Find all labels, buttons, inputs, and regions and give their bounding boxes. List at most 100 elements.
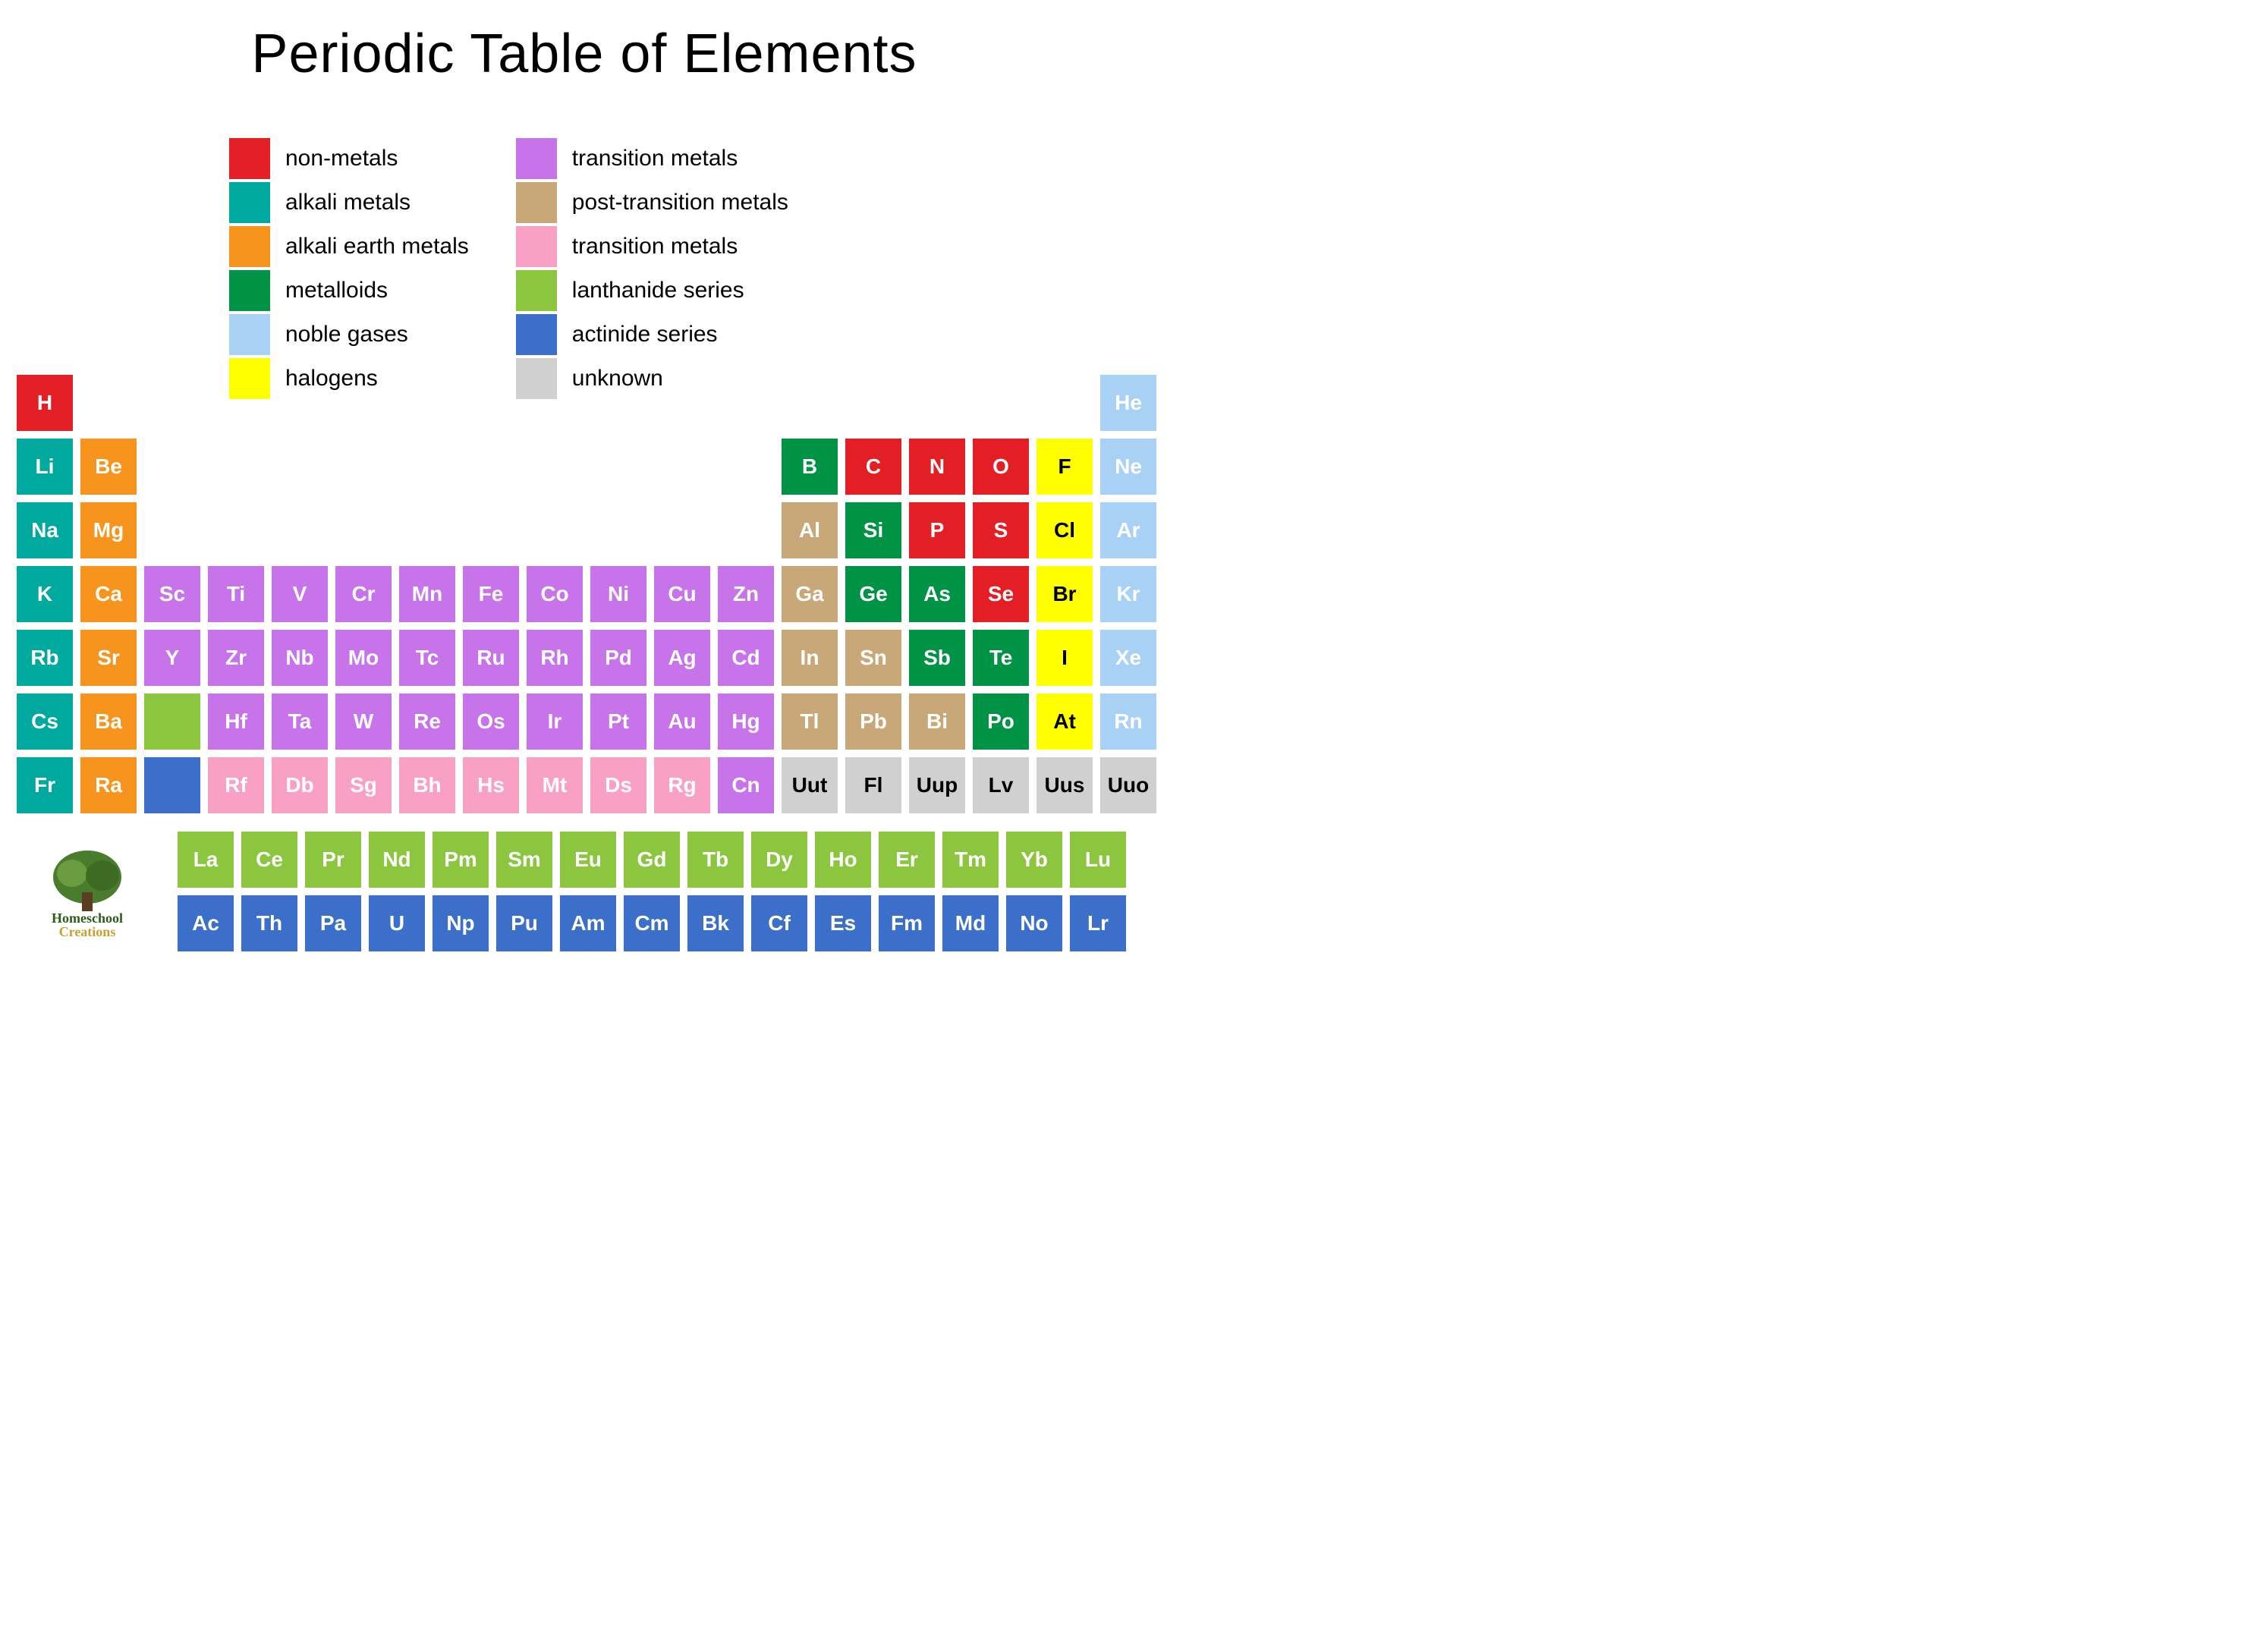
element-Fm: Fm bbox=[877, 894, 936, 953]
element-Os: Os bbox=[461, 692, 521, 751]
element-Po: Po bbox=[971, 692, 1030, 751]
element-Zr: Zr bbox=[206, 628, 266, 687]
legend-item-posttransition: post-transition metals bbox=[514, 181, 788, 225]
element-V: V bbox=[270, 564, 329, 624]
legend-item-lanthanide: lanthanide series bbox=[514, 269, 788, 313]
element-Te: Te bbox=[971, 628, 1030, 687]
element-Li: Li bbox=[15, 437, 74, 496]
element-Lr: Lr bbox=[1068, 894, 1128, 953]
element-Cd: Cd bbox=[716, 628, 775, 687]
element-Sm: Sm bbox=[495, 830, 554, 889]
legend-item-nonmetal: non-metals bbox=[228, 137, 469, 181]
legend-item-alkali: alkali metals bbox=[228, 181, 469, 225]
element-Ru: Ru bbox=[461, 628, 521, 687]
legend-swatch bbox=[228, 181, 272, 225]
element-Rn: Rn bbox=[1099, 692, 1158, 751]
element-As: As bbox=[908, 564, 967, 624]
element-Na: Na bbox=[15, 501, 74, 560]
element-Xe: Xe bbox=[1099, 628, 1158, 687]
element-Bk: Bk bbox=[686, 894, 745, 953]
element-Dy: Dy bbox=[750, 830, 809, 889]
element-Uus: Uus bbox=[1035, 756, 1094, 815]
element-Uut: Uut bbox=[780, 756, 839, 815]
element-In: In bbox=[780, 628, 839, 687]
legend-label: transition metals bbox=[572, 234, 738, 259]
element-Er: Er bbox=[877, 830, 936, 889]
legend-label: non-metals bbox=[285, 146, 398, 171]
element-Ag: Ag bbox=[653, 628, 712, 687]
legend-item-unknown: unknown bbox=[514, 357, 788, 401]
element-Sb: Sb bbox=[908, 628, 967, 687]
element-Ti: Ti bbox=[206, 564, 266, 624]
element-Pm: Pm bbox=[431, 830, 490, 889]
element-Kr: Kr bbox=[1099, 564, 1158, 624]
element-Eu: Eu bbox=[558, 830, 618, 889]
legend-label: post-transition metals bbox=[572, 190, 788, 215]
element-Bi: Bi bbox=[908, 692, 967, 751]
legend-swatch bbox=[514, 181, 558, 225]
element-Bh: Bh bbox=[398, 756, 457, 815]
element-Mg: Mg bbox=[79, 501, 138, 560]
element-No: No bbox=[1005, 894, 1064, 953]
element-Rg: Rg bbox=[653, 756, 712, 815]
element-P: P bbox=[908, 501, 967, 560]
periodic-table-main: HHeLiBeBCNOFNeNaMgAlSiPSClArKCaScTiVCrMn… bbox=[15, 373, 1153, 815]
element-Cr: Cr bbox=[334, 564, 393, 624]
element-O: O bbox=[971, 437, 1030, 496]
element-Rb: Rb bbox=[15, 628, 74, 687]
element-Mo: Mo bbox=[334, 628, 393, 687]
legend-item-metalloid: metalloids bbox=[228, 269, 469, 313]
element-K: K bbox=[15, 564, 74, 624]
page-title: Periodic Table of Elements bbox=[15, 23, 1153, 85]
legend-label: actinide series bbox=[572, 322, 718, 347]
legend-item-alkaline: alkali earth metals bbox=[228, 225, 469, 269]
element-Ba: Ba bbox=[79, 692, 138, 751]
element-Fl: Fl bbox=[844, 756, 903, 815]
element-Ce: Ce bbox=[240, 830, 299, 889]
element-B: B bbox=[780, 437, 839, 496]
element-Tb: Tb bbox=[686, 830, 745, 889]
element-Am: Am bbox=[558, 894, 618, 953]
element-F: F bbox=[1035, 437, 1094, 496]
element-Sc: Sc bbox=[143, 564, 202, 624]
element-Cu: Cu bbox=[653, 564, 712, 624]
element-Uup: Uup bbox=[908, 756, 967, 815]
element-Mn: Mn bbox=[398, 564, 457, 624]
element-Y: Y bbox=[143, 628, 202, 687]
legend-label: alkali metals bbox=[285, 190, 411, 215]
element-He: He bbox=[1099, 373, 1158, 432]
element-Rf: Rf bbox=[206, 756, 266, 815]
element-Cn: Cn bbox=[716, 756, 775, 815]
element-Hg: Hg bbox=[716, 692, 775, 751]
legend-swatch bbox=[228, 225, 272, 269]
legend-label: transition metals bbox=[572, 146, 738, 171]
element-Pu: Pu bbox=[495, 894, 554, 953]
element-At: At bbox=[1035, 692, 1094, 751]
element-Tm: Tm bbox=[941, 830, 1000, 889]
element-Th: Th bbox=[240, 894, 299, 953]
element-C: C bbox=[844, 437, 903, 496]
element-actinide bbox=[143, 756, 202, 815]
element-Se: Se bbox=[971, 564, 1030, 624]
legend-label: alkali earth metals bbox=[285, 234, 469, 259]
element-Gd: Gd bbox=[622, 830, 681, 889]
element-Ne: Ne bbox=[1099, 437, 1158, 496]
legend-swatch bbox=[228, 313, 272, 357]
legend-label: metalloids bbox=[285, 278, 388, 303]
element-W: W bbox=[334, 692, 393, 751]
element-Pr: Pr bbox=[304, 830, 363, 889]
legend-item-trans_pink: transition metals bbox=[514, 225, 788, 269]
element-Ge: Ge bbox=[844, 564, 903, 624]
element-Mt: Mt bbox=[525, 756, 584, 815]
element-Ga: Ga bbox=[780, 564, 839, 624]
element-Si: Si bbox=[844, 501, 903, 560]
legend-item-noble: noble gases bbox=[228, 313, 469, 357]
legend-swatch bbox=[228, 269, 272, 313]
element-Ar: Ar bbox=[1099, 501, 1158, 560]
element-Al: Al bbox=[780, 501, 839, 560]
legend-label: lanthanide series bbox=[572, 278, 744, 303]
element-Re: Re bbox=[398, 692, 457, 751]
element-Be: Be bbox=[79, 437, 138, 496]
legend-swatch bbox=[514, 313, 558, 357]
element-U: U bbox=[367, 894, 426, 953]
